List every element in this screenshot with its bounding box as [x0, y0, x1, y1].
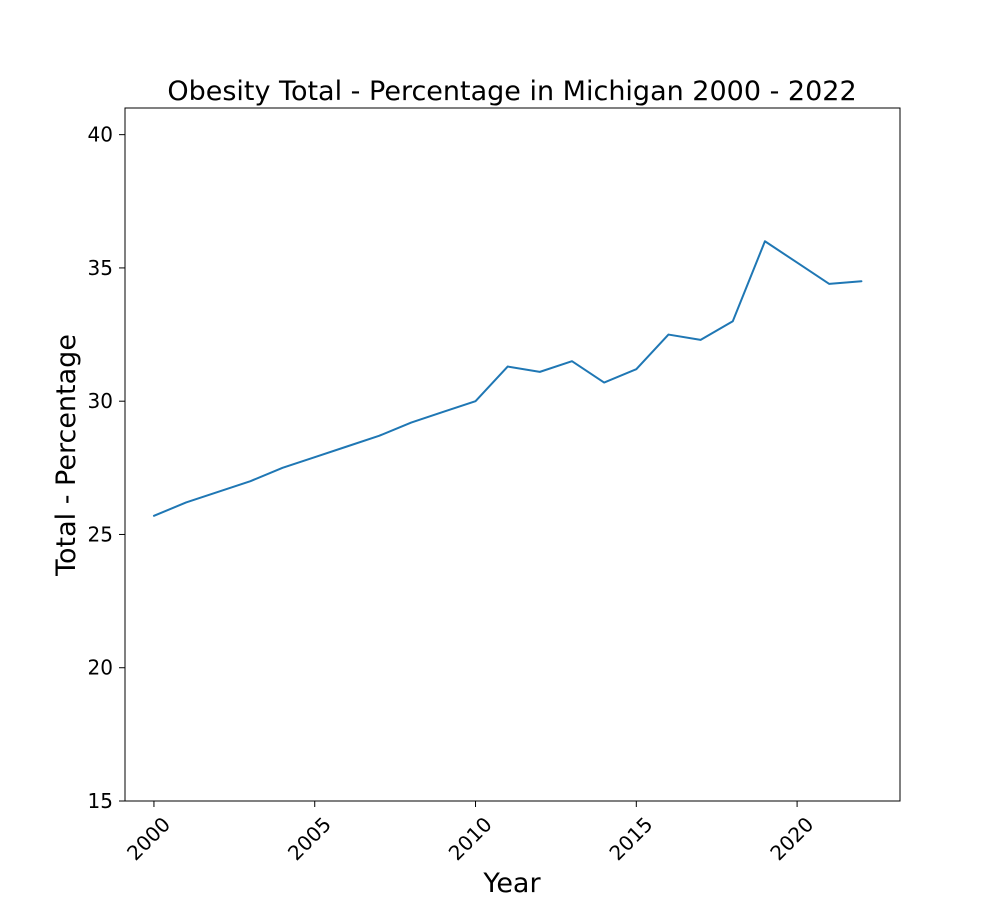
y-tick-label: 25 — [88, 522, 113, 546]
y-tick-label: 40 — [88, 123, 113, 147]
y-tick-label: 15 — [88, 789, 113, 813]
y-axis-label: Total - Percentage — [51, 334, 82, 577]
y-tick-label: 30 — [88, 389, 113, 413]
y-tick-label: 20 — [88, 656, 113, 680]
y-tick-label: 35 — [88, 256, 113, 280]
x-axis-label: Year — [482, 868, 541, 899]
plot-frame — [124, 107, 901, 802]
series-line-0 — [152, 240, 863, 517]
chart-title: Obesity Total - Percentage in Michigan 2… — [167, 76, 856, 107]
